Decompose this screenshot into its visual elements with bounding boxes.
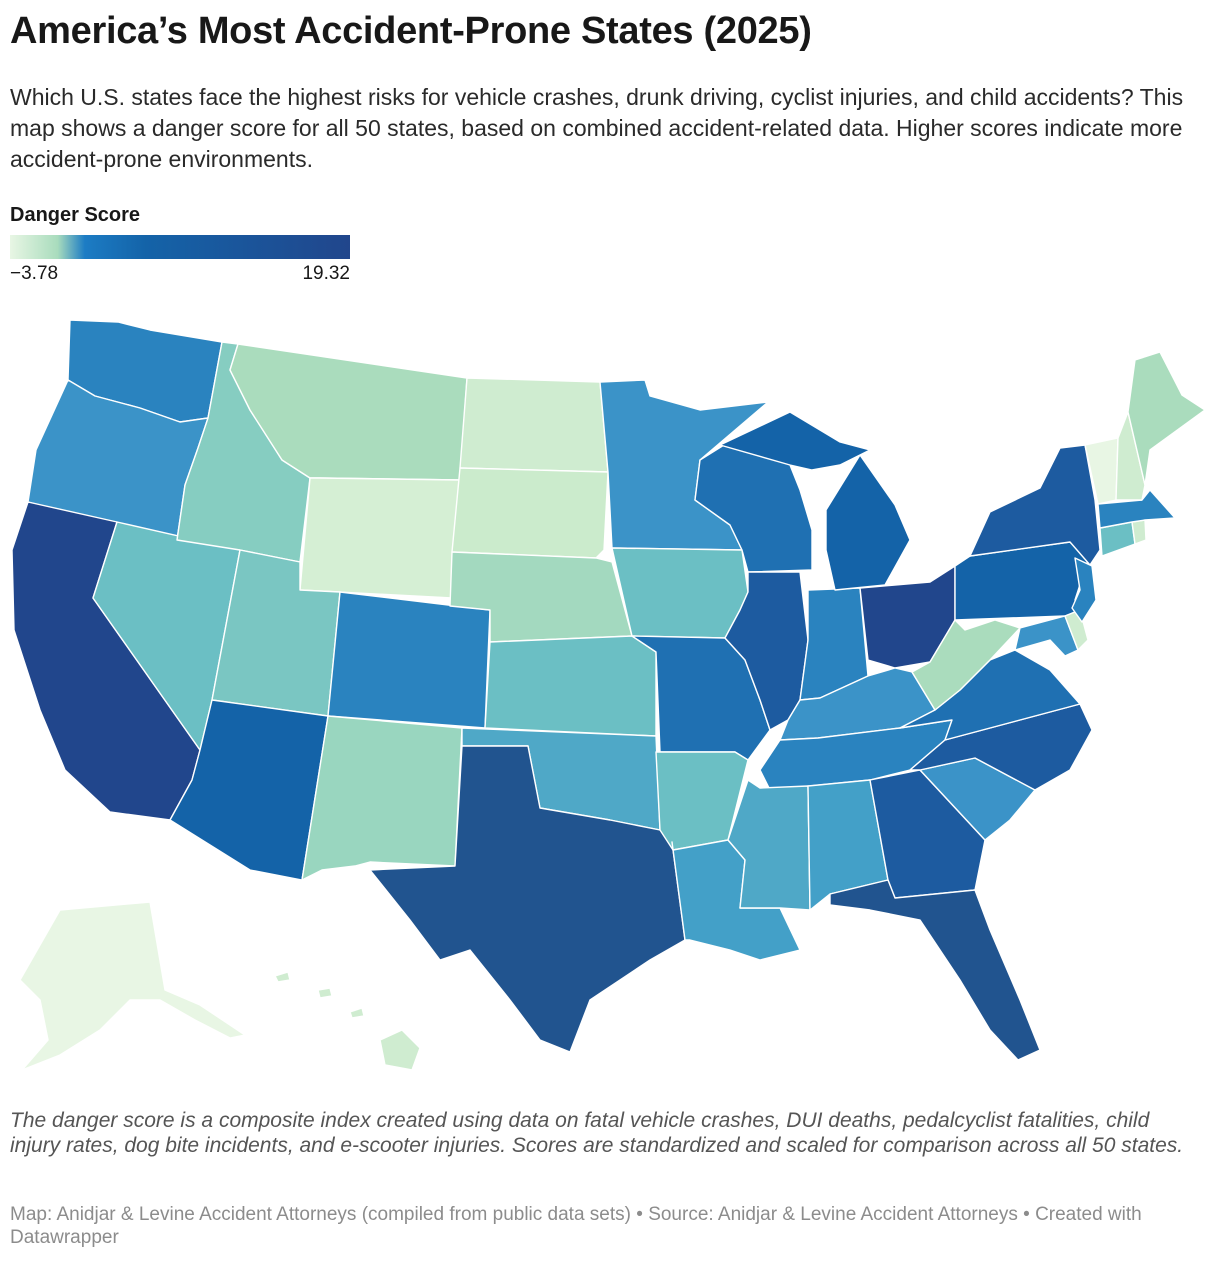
legend-max-label: 19.32 <box>302 263 350 284</box>
state-SD[interactable] <box>451 467 609 559</box>
state-RI[interactable] <box>1131 519 1147 545</box>
state-KS[interactable] <box>484 635 657 737</box>
color-legend: Danger Score −3.78 19.32 <box>10 204 350 285</box>
state-IL[interactable] <box>724 571 809 731</box>
choropleth-map <box>0 300 1220 1090</box>
state-MA[interactable] <box>1097 489 1176 529</box>
state-MI[interactable] <box>719 411 911 591</box>
state-CO[interactable] <box>327 591 491 729</box>
legend-labels: −3.78 19.32 <box>10 263 350 285</box>
state-FL[interactable] <box>829 879 1041 1061</box>
legend-title: Danger Score <box>10 204 141 226</box>
legend-color-ramp <box>10 235 350 259</box>
methodology-note: The danger score is a composite index cr… <box>10 1109 1184 1158</box>
state-WV[interactable] <box>911 619 1021 711</box>
state-NY[interactable] <box>969 444 1101 566</box>
state-IA[interactable] <box>611 547 749 639</box>
state-NH[interactable] <box>1115 411 1146 501</box>
page-title: America’s Most Accident-Prone States (20… <box>10 10 812 52</box>
source-footer: Map: Anidjar & Levine Accident Attorneys… <box>10 1204 1142 1248</box>
state-HI[interactable] <box>274 971 421 1071</box>
legend-min-label: −3.78 <box>10 263 59 284</box>
state-WY[interactable] <box>299 477 461 599</box>
state-AK[interactable] <box>19 901 246 1071</box>
state-NM[interactable] <box>301 715 463 881</box>
state-ME[interactable] <box>1127 351 1206 486</box>
state-ND[interactable] <box>459 377 609 473</box>
state-TX[interactable] <box>369 745 686 1053</box>
map-description: Which U.S. states face the highest risks… <box>10 84 1184 173</box>
us-map-svg <box>11 319 1206 1071</box>
state-NJ[interactable] <box>1071 557 1097 623</box>
